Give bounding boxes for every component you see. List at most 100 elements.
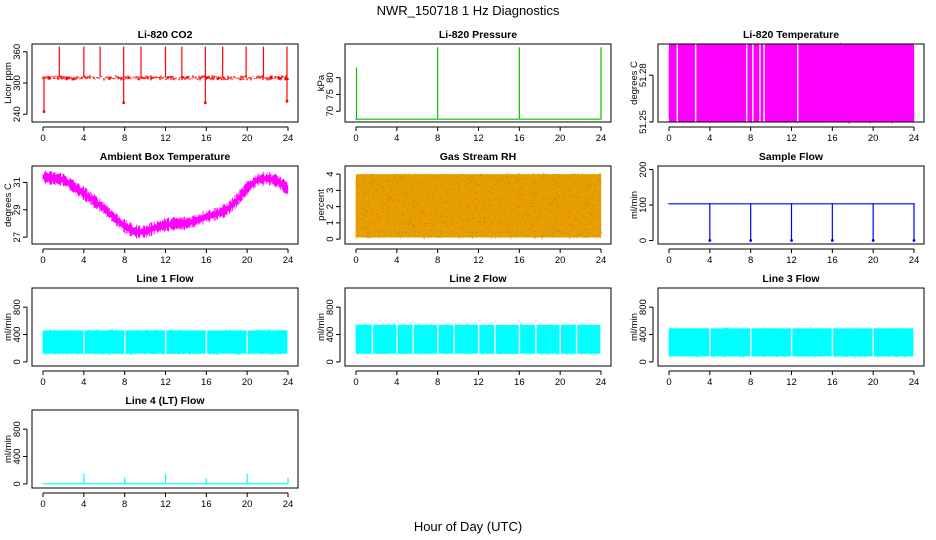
x-tick-label: 12 xyxy=(473,377,484,388)
y-tick-label: 800 xyxy=(12,299,23,315)
panel-title: Line 1 Flow xyxy=(136,273,194,285)
y-tick-label: 75 xyxy=(325,89,336,100)
x-tick-label: 16 xyxy=(827,377,838,388)
y-axis-label: ml/min xyxy=(3,313,14,341)
y-tick-label: 800 xyxy=(638,299,649,315)
y-tick-label: 0 xyxy=(12,359,23,364)
data-dip-point xyxy=(871,239,875,242)
data-gap xyxy=(437,322,439,354)
x-axis-label: Hour of Day (UTC) xyxy=(414,519,522,534)
chart-panel: Line 1 Flow ml/min 0 4 8 12 16 20 24 0 400 800 xyxy=(3,273,299,388)
y-axis-label: ml/min xyxy=(629,313,640,341)
x-tick-label: 24 xyxy=(283,377,294,388)
data-series xyxy=(668,326,915,359)
chart-panel: Line 3 Flow ml/min 0 4 8 12 16 20 24 0 400 800 xyxy=(629,273,925,388)
x-tick-label: 12 xyxy=(160,133,171,144)
y-tick-label: 240 xyxy=(12,106,23,122)
y-tick-label: 0 xyxy=(325,236,336,241)
x-tick-label: 0 xyxy=(353,255,358,266)
plot-frame xyxy=(657,43,925,123)
data-dip-point xyxy=(122,101,126,105)
y-axis-label: ml/min xyxy=(316,313,327,341)
data-dip-point xyxy=(708,239,712,242)
data-gap xyxy=(763,42,765,122)
x-tick-label: 8 xyxy=(435,255,440,266)
data-gap xyxy=(676,42,678,122)
x-tick-label: 24 xyxy=(596,255,607,266)
x-tick-label: 24 xyxy=(909,377,920,388)
y-tick-label: 51.25 xyxy=(638,110,649,134)
x-tick-label: 16 xyxy=(201,377,212,388)
data-gap xyxy=(124,328,126,354)
panel-title: Line 3 Flow xyxy=(762,273,820,285)
x-tick-label: 12 xyxy=(786,255,797,266)
x-tick-label: 20 xyxy=(242,255,253,266)
x-tick-label: 8 xyxy=(435,133,440,144)
data-gap xyxy=(412,322,414,354)
data-dip-point xyxy=(912,239,916,242)
data-gap xyxy=(287,328,289,354)
panel-title: Sample Flow xyxy=(759,151,824,163)
x-tick-label: 24 xyxy=(283,133,294,144)
x-tick-label: 0 xyxy=(353,377,358,388)
data-gap xyxy=(759,42,761,122)
x-tick-label: 20 xyxy=(555,255,566,266)
y-tick-label: 31 xyxy=(12,177,23,188)
plot-frame xyxy=(657,165,925,245)
x-tick-label: 20 xyxy=(242,133,253,144)
y-tick-label: 3 xyxy=(325,188,336,193)
x-tick-label: 20 xyxy=(868,133,879,144)
data-series xyxy=(668,203,916,242)
data-gap xyxy=(600,322,602,354)
data-speckle xyxy=(356,173,602,238)
y-tick-label: 0 xyxy=(638,359,649,364)
y-tick-label: 800 xyxy=(325,299,336,315)
data-line xyxy=(42,483,289,485)
x-tick-label: 4 xyxy=(81,499,86,510)
y-tick-label: 360 xyxy=(12,44,23,60)
data-gap xyxy=(831,326,834,357)
data-line xyxy=(42,170,289,239)
data-gap xyxy=(535,322,537,354)
panel-title: Li-820 CO2 xyxy=(138,29,193,41)
x-tick-label: 8 xyxy=(122,255,127,266)
data-gap xyxy=(205,328,208,354)
plot-frame xyxy=(31,165,299,245)
y-tick-label: 27 xyxy=(12,232,23,243)
x-tick-label: 20 xyxy=(555,133,566,144)
y-axis-label: ml/min xyxy=(3,435,14,463)
plot-frame xyxy=(31,287,299,367)
chart-panel: Li-820 Pressure kPa 0 4 8 12 16 20 24 70 75 80 xyxy=(316,29,612,144)
plot-frame xyxy=(657,287,925,367)
data-gap xyxy=(872,326,874,357)
data-gap xyxy=(246,328,248,354)
x-tick-label: 4 xyxy=(707,377,712,388)
y-tick-label: 0 xyxy=(12,481,23,486)
y-axis-label: kPa xyxy=(316,74,327,91)
data-gap xyxy=(396,322,398,354)
plot-frame xyxy=(31,43,299,123)
x-tick-label: 16 xyxy=(514,133,525,144)
x-tick-label: 24 xyxy=(909,133,920,144)
data-gap xyxy=(913,326,915,357)
x-tick-label: 4 xyxy=(707,133,712,144)
x-tick-label: 4 xyxy=(394,255,399,266)
x-tick-label: 0 xyxy=(353,133,358,144)
x-tick-label: 8 xyxy=(122,377,127,388)
x-tick-label: 12 xyxy=(473,255,484,266)
data-series xyxy=(42,328,289,356)
data-noise xyxy=(355,172,602,240)
y-tick-label: 100 xyxy=(638,197,649,213)
data-gap xyxy=(694,42,697,122)
data-series xyxy=(355,322,602,356)
panel-title: Line 4 (LT) Flow xyxy=(125,395,205,407)
x-tick-label: 0 xyxy=(666,255,671,266)
x-tick-label: 4 xyxy=(81,377,86,388)
x-tick-label: 4 xyxy=(394,133,399,144)
data-series xyxy=(355,172,602,240)
data-dip-point xyxy=(790,239,793,242)
data-gap xyxy=(745,42,748,122)
y-tick-label: 0 xyxy=(638,238,649,243)
y-tick-label: 29 xyxy=(12,205,23,216)
